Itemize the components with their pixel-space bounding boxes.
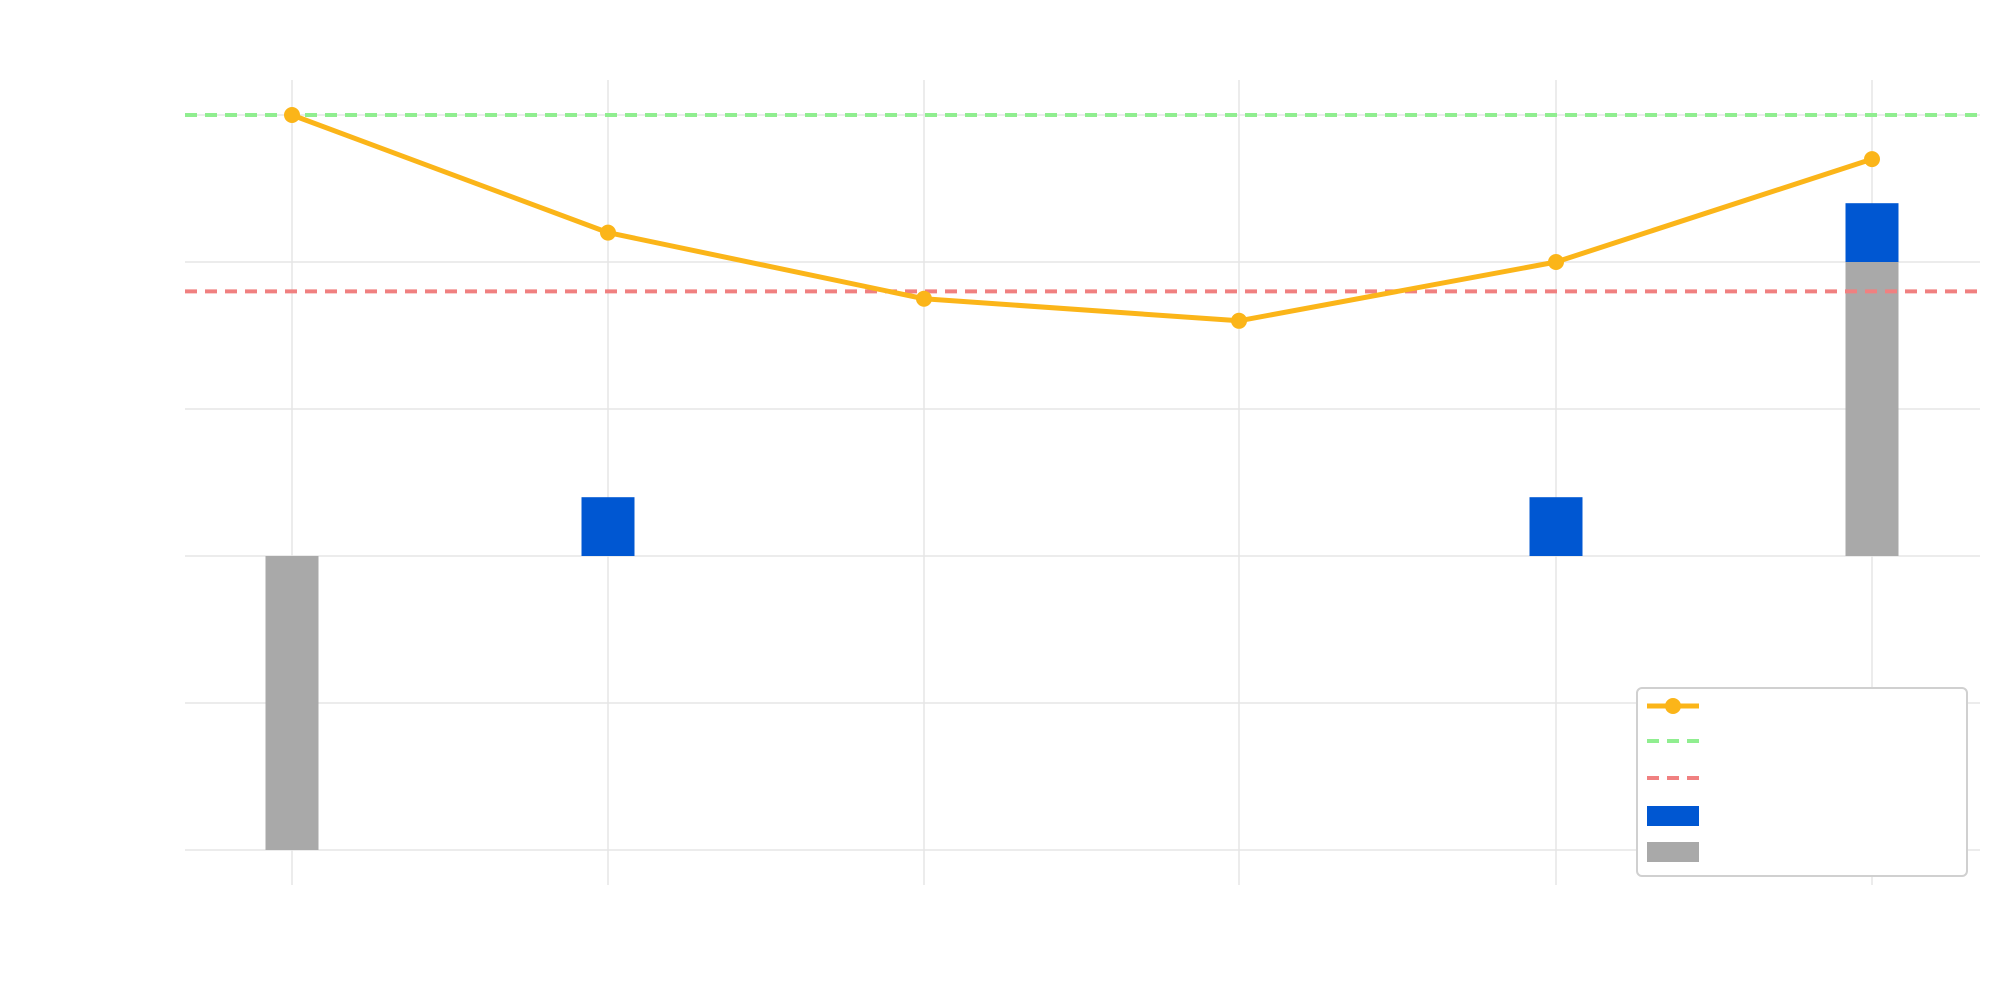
bar-base-5 bbox=[1845, 262, 1899, 556]
line-series-layer bbox=[284, 107, 1880, 329]
line-point-3 bbox=[1231, 312, 1247, 329]
bar-positive-5 bbox=[1845, 203, 1899, 262]
legend-swatch-3 bbox=[1647, 806, 1699, 826]
legend bbox=[1636, 687, 1968, 877]
bar-positive-1 bbox=[581, 497, 635, 556]
bars-layer bbox=[265, 203, 1899, 850]
line-point-2 bbox=[916, 290, 932, 307]
legend-marker-0 bbox=[1665, 698, 1681, 714]
bar-positive-4 bbox=[1529, 497, 1583, 556]
bar-base-0 bbox=[265, 556, 319, 850]
reference-lines-layer bbox=[185, 113, 1980, 294]
line-point-4 bbox=[1548, 254, 1564, 270]
line-series-path bbox=[291, 112, 1873, 324]
legend-box bbox=[1636, 687, 1968, 877]
line-point-0 bbox=[284, 107, 300, 123]
line-point-1 bbox=[600, 224, 616, 241]
line-point-5 bbox=[1864, 151, 1880, 168]
legend-swatch-4 bbox=[1647, 842, 1699, 862]
